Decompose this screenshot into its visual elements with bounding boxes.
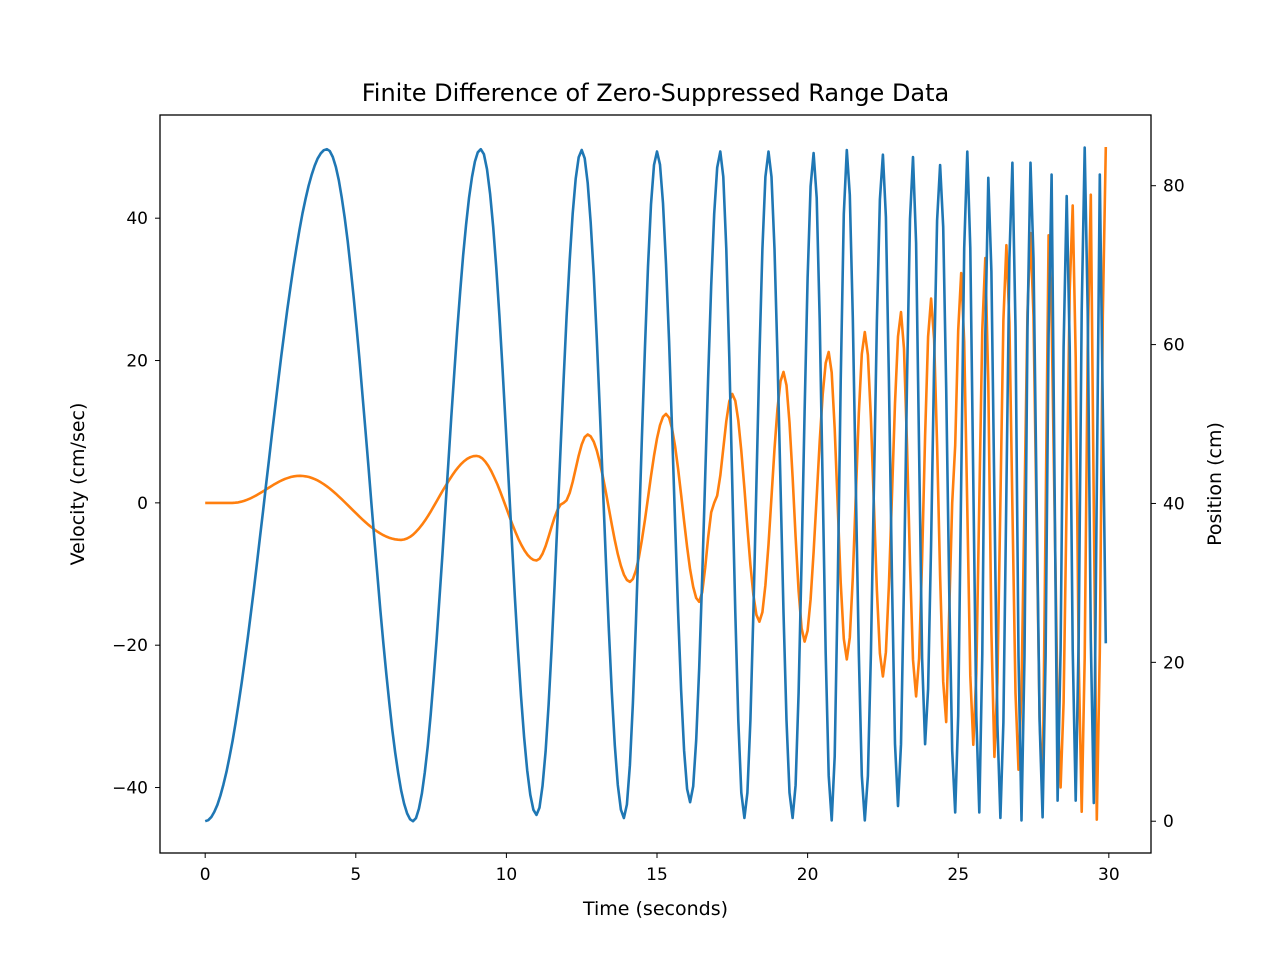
x-tick-label: 25: [947, 865, 969, 885]
x-tick-label: 0: [200, 865, 211, 885]
x-tick-label: 20: [797, 865, 819, 885]
y-axis-left: −40 −20 0 20 40: [112, 209, 160, 799]
position-line: [204, 146, 1108, 823]
x-tick-label: 15: [646, 865, 668, 885]
plot-area: [159, 114, 1152, 854]
y-axis-right: 0 20 40 60 80: [1151, 177, 1185, 832]
y-right-tick-label: 40: [1163, 494, 1185, 514]
x-tick-label: 30: [1098, 865, 1120, 885]
x-axis-label: Time (seconds): [582, 898, 728, 920]
x-tick-label: 5: [350, 865, 361, 885]
y-right-tick-label: 20: [1163, 653, 1185, 673]
x-axis: 0 5 10 15 20 25 30: [200, 853, 1120, 885]
x-tick-label: 10: [496, 865, 518, 885]
y-left-tick-label: 20: [126, 352, 148, 372]
y-axis-right-label: Position (cm): [1204, 422, 1226, 546]
y-right-tick-label: 0: [1163, 812, 1174, 832]
y-left-tick-label: −40: [112, 779, 148, 799]
chart-title: Finite Difference of Zero-Suppressed Ran…: [362, 79, 950, 107]
y-right-tick-label: 80: [1163, 177, 1185, 197]
y-left-tick-label: 0: [137, 494, 148, 514]
y-right-tick-label: 60: [1163, 336, 1185, 356]
y-left-tick-label: −20: [112, 636, 148, 656]
velocity-line: [205, 146, 1108, 821]
axes-frame: [159, 114, 1152, 854]
y-axis-left-label: Velocity (cm/sec): [67, 403, 89, 566]
y-left-tick-label: 40: [126, 209, 148, 229]
